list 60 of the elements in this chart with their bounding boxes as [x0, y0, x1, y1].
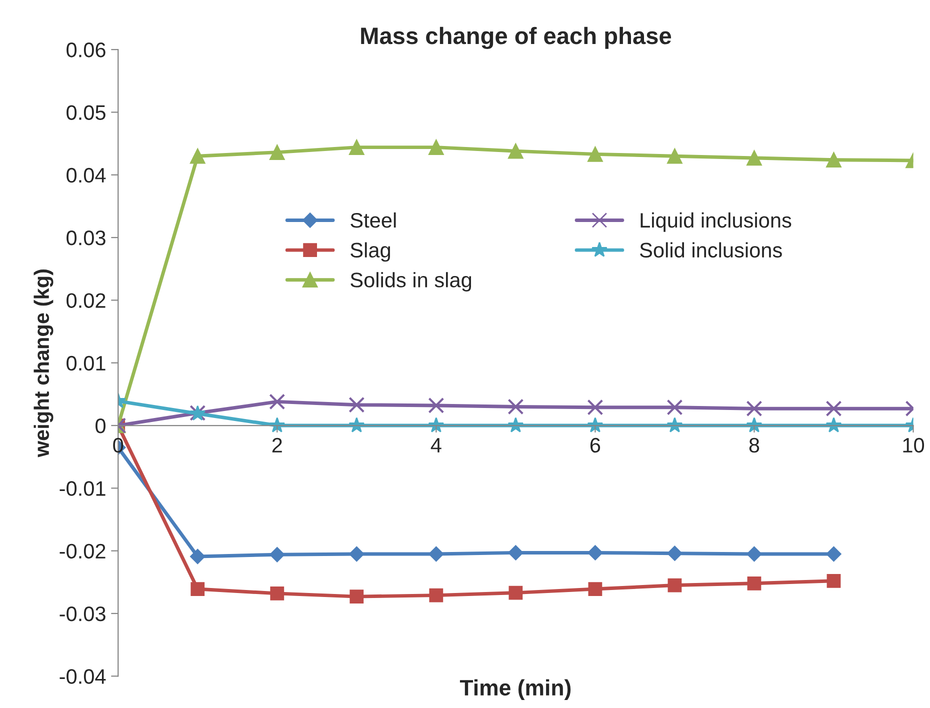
- point: [270, 586, 284, 600]
- point: [667, 546, 682, 561]
- y-tick-label: 0.01: [66, 356, 106, 371]
- point: [428, 417, 444, 432]
- y-tick-label: -0.03: [60, 606, 106, 622]
- point: [587, 399, 604, 416]
- x-tick-label: 8: [749, 438, 760, 453]
- point: [429, 588, 444, 602]
- point: [746, 546, 762, 562]
- point: [270, 144, 285, 160]
- y-tick-label: 0.06: [66, 42, 106, 58]
- point: [747, 576, 762, 590]
- point: [428, 546, 444, 562]
- y-axis-title: weight change (kg): [34, 270, 54, 458]
- y-tick-label: -0.04: [60, 669, 106, 684]
- point: [826, 574, 841, 588]
- x-tick-label: 6: [590, 438, 600, 453]
- point: [190, 148, 206, 164]
- point: [508, 545, 524, 560]
- point: [190, 548, 206, 564]
- point: [666, 399, 683, 416]
- point: [349, 546, 364, 562]
- point: [348, 396, 365, 413]
- point: [269, 394, 286, 410]
- point: [746, 150, 762, 166]
- legend-label: Solids in slag: [350, 272, 472, 292]
- point: [508, 586, 523, 600]
- point: [270, 547, 285, 562]
- point: [588, 146, 603, 162]
- point: [190, 582, 205, 596]
- y-tick-label: -0.02: [60, 544, 106, 559]
- x-tick-label: 2: [272, 438, 282, 452]
- point: [826, 400, 842, 417]
- legend-label: Liquid inclusions: [640, 212, 792, 232]
- point: [588, 582, 602, 596]
- point: [350, 590, 364, 604]
- x-tick-label: 4: [430, 438, 442, 452]
- point: [588, 545, 603, 560]
- point: [508, 143, 524, 159]
- point: [667, 148, 682, 164]
- point: [826, 152, 842, 168]
- y-tick-label: 0: [96, 418, 106, 434]
- point: [826, 546, 842, 562]
- y-tick-label: 0.02: [66, 293, 106, 308]
- legend-label: Steel: [350, 212, 396, 228]
- point: [668, 578, 682, 592]
- y-tick-label: -0.01: [60, 481, 106, 496]
- point: [349, 140, 364, 155]
- chart-title: Mass change of each phase: [361, 26, 672, 50]
- legend-label: Solid inclusions: [640, 242, 782, 258]
- y-tick-label: 0.03: [66, 230, 106, 246]
- x-tick-label: 10: [903, 438, 924, 453]
- x-axis-title: Time (min): [460, 679, 571, 700]
- point: [746, 400, 762, 417]
- point: [428, 397, 444, 414]
- legend-label: Slag: [350, 242, 390, 262]
- y-tick-label: 0.04: [66, 168, 106, 183]
- y-tick-label: 0.05: [66, 105, 106, 120]
- point: [428, 140, 444, 155]
- point: [508, 398, 524, 415]
